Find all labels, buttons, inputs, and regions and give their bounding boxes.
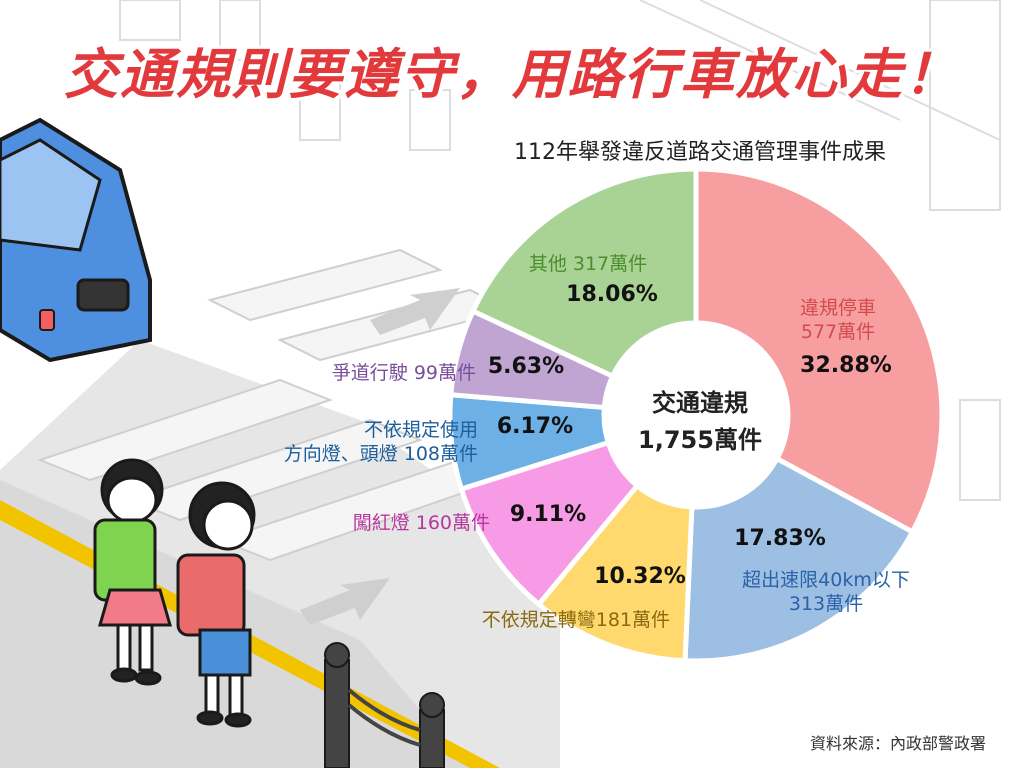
donut-slice	[535, 482, 695, 664]
slice-category-label: 闖紅燈 160萬件	[353, 512, 490, 534]
donut-slice	[682, 455, 916, 664]
slice-category-label: 爭道行駛 99萬件	[332, 362, 476, 384]
slice-category-label: 方向燈、頭燈 108萬件	[284, 443, 478, 465]
donut-slice	[693, 166, 945, 536]
slice-category-label: 其他 317萬件	[529, 253, 647, 275]
slice-percent-label: 18.06%	[566, 282, 658, 307]
chart-title: 112年舉發違反道路交通管理事件成果	[514, 140, 886, 165]
slice-category-label: 不依規定使用	[364, 419, 478, 441]
center-label-title: 交通違規	[652, 389, 748, 417]
slice-category-label: 577萬件	[801, 321, 875, 343]
slice-percent-label: 9.11%	[510, 502, 586, 527]
slice-category-label: 313萬件	[789, 593, 863, 615]
slice-category-label: 超出速限40km以下	[742, 569, 910, 591]
slice-percent-label: 5.63%	[488, 354, 564, 379]
donut-slice	[469, 166, 699, 380]
slice-percent-label: 10.32%	[594, 564, 686, 589]
slice-percent-label: 32.88%	[800, 353, 892, 378]
donut-hole	[606, 325, 786, 505]
center-label-total: 1,755萬件	[638, 426, 762, 454]
slice-category-label: 不依規定轉彎181萬件	[482, 609, 670, 631]
slice-percent-label: 17.83%	[734, 526, 826, 551]
source-note: 資料來源：內政部警政署	[809, 734, 986, 753]
headline: 交通規則要遵守，用路行車放心走！	[64, 43, 960, 106]
slice-percent-label: 6.17%	[497, 414, 573, 439]
slice-category-label: 違規停車	[800, 297, 876, 319]
